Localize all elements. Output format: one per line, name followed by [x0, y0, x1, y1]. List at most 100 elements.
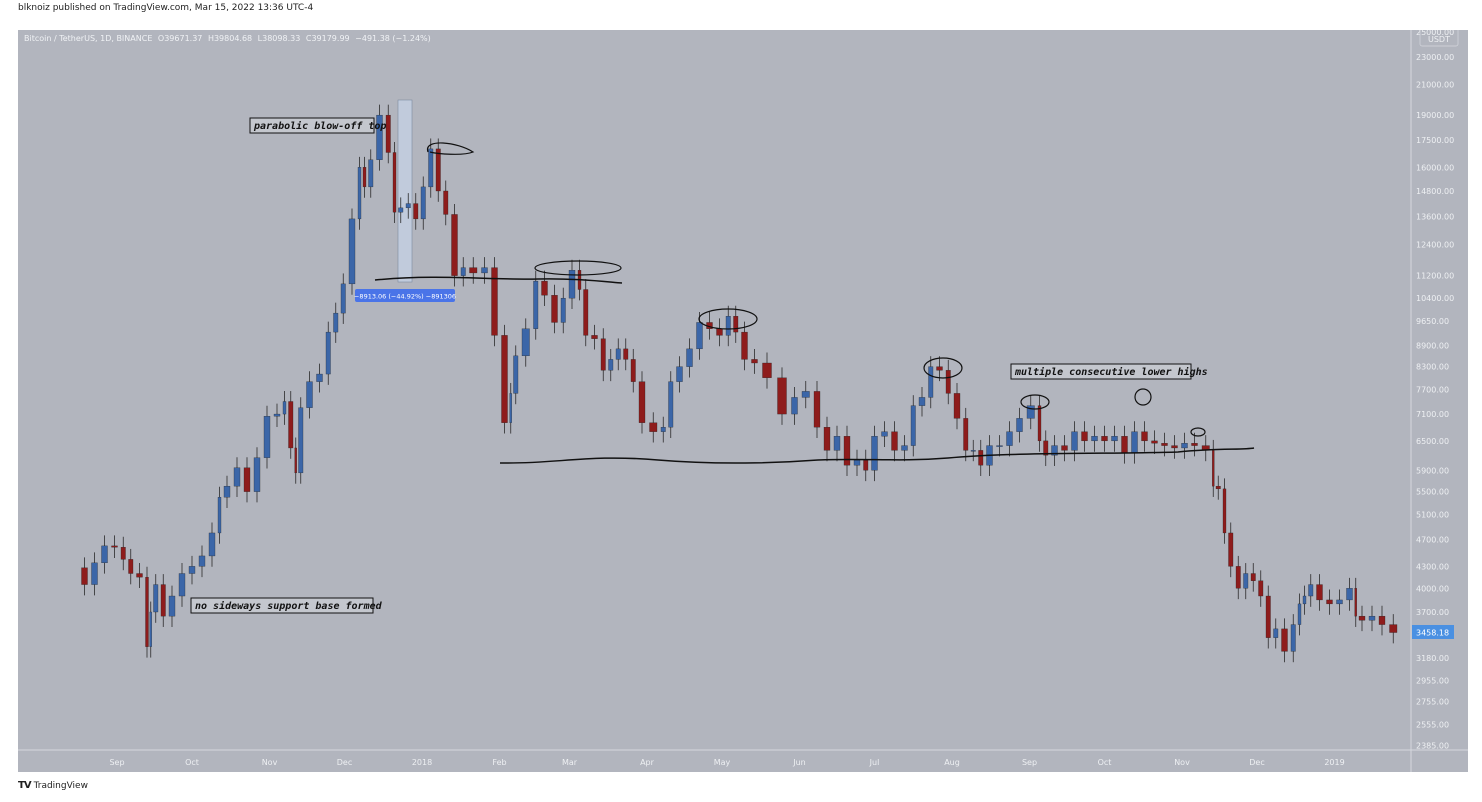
y-tick-label: 6500.00	[1416, 437, 1449, 446]
y-tick-label: 21000.00	[1416, 81, 1454, 90]
high-circle-drawing[interactable]	[1190, 427, 1206, 437]
y-tick-label: 17500.00	[1416, 136, 1454, 145]
tradingview-brand[interactable]: TV TradingView	[18, 780, 88, 791]
candle-body	[188, 566, 196, 574]
candle-body	[777, 377, 787, 415]
high-circle-drawing[interactable]	[923, 357, 963, 379]
y-tick-label: 7100.00	[1416, 410, 1449, 419]
high-value: H39804.68	[207, 34, 253, 43]
high-circle-drawing[interactable]	[534, 260, 622, 276]
candle-body	[513, 355, 519, 394]
candle-body	[223, 485, 231, 498]
candle-body	[696, 322, 703, 350]
candle-body	[600, 338, 606, 371]
y-tick-label: 13600.00	[1416, 213, 1454, 222]
candle-body	[1111, 436, 1118, 442]
x-tick-label: Sep	[109, 758, 124, 767]
support-line-drawing[interactable]	[499, 447, 1255, 464]
candle-body	[716, 328, 723, 336]
y-tick-label: 2555.00	[1416, 720, 1449, 729]
candle-body	[1389, 624, 1398, 633]
high-circle-drawing[interactable]	[1020, 394, 1050, 410]
candle-body	[481, 267, 488, 274]
candle-body	[1026, 405, 1035, 419]
candle-body	[615, 348, 621, 360]
candle-body	[1071, 431, 1078, 451]
candle-body	[945, 370, 951, 394]
candle-body	[1051, 445, 1058, 456]
candle-body	[1215, 485, 1221, 490]
candle-body	[1212, 450, 1215, 487]
candle-body	[153, 584, 159, 613]
measure-range[interactable]	[397, 99, 413, 283]
candle-body	[686, 348, 693, 367]
candle-body	[871, 436, 878, 471]
candle-body	[81, 567, 88, 585]
x-tick-label: Mar	[562, 758, 578, 767]
candle-body	[1016, 418, 1023, 432]
candle-body	[362, 167, 367, 188]
candle-body	[1354, 588, 1357, 617]
note-box[interactable]	[1010, 363, 1192, 380]
candle-body	[1250, 573, 1256, 581]
candle-body	[208, 532, 216, 557]
candle-body	[1121, 436, 1128, 453]
candle-body	[833, 436, 841, 451]
candle-body	[376, 114, 383, 160]
x-tick-label: Nov	[262, 758, 278, 767]
candle-body	[1316, 584, 1323, 601]
candle-body	[560, 297, 566, 323]
chart-area[interactable]: 25000.00 23000.00 21000.00 19000.00 17500.00…	[18, 30, 1468, 772]
candle-body	[149, 611, 152, 647]
note-box[interactable]	[190, 597, 374, 614]
candle-body	[1101, 436, 1108, 442]
chart-svg[interactable]: 25000.00 23000.00 21000.00 19000.00 17500.00…	[18, 30, 1468, 772]
measure-label	[355, 289, 455, 302]
candle-body	[1281, 628, 1288, 652]
candle-body	[1081, 431, 1088, 442]
x-tick-label: Oct	[1098, 758, 1112, 767]
candle-body	[1258, 580, 1264, 597]
candle-body	[1161, 443, 1168, 446]
note-blowoff: parabolic blow-off top	[253, 120, 386, 132]
candle-body	[348, 218, 356, 285]
candle-body	[791, 397, 798, 415]
candle-body	[1222, 488, 1227, 534]
candle-body	[583, 289, 589, 336]
candle-body	[751, 359, 758, 364]
high-circle-drawing[interactable]	[427, 142, 475, 155]
y-tick-label: 2755.00	[1416, 698, 1449, 707]
candle-body	[608, 359, 614, 371]
candle-body	[953, 393, 961, 419]
y-tick-label: 23000.00	[1416, 53, 1454, 62]
y-tick-label: 4300.00	[1416, 562, 1449, 571]
candle-body	[1297, 603, 1302, 625]
high-circle-drawing[interactable]	[698, 308, 758, 330]
candle-body	[1308, 584, 1314, 597]
candle-body	[813, 391, 821, 428]
resistance-line-drawing[interactable]	[374, 276, 623, 284]
candle-body	[160, 584, 166, 617]
candle-body	[1290, 624, 1296, 652]
candle-body	[243, 467, 251, 492]
candle-body	[145, 576, 149, 647]
y-tick-label: 9650.00	[1416, 317, 1449, 326]
y-tick-label: 8300.00	[1416, 363, 1449, 372]
note-box[interactable]	[249, 117, 375, 134]
candle-body	[1265, 595, 1271, 638]
candle-body	[294, 447, 297, 474]
candle-body	[128, 559, 134, 574]
candle-body	[1336, 599, 1343, 605]
symbol-name[interactable]: Bitcoin / TetherUS, 1D, BINANCE	[24, 34, 153, 43]
candle-body	[333, 312, 339, 333]
candle-body	[469, 267, 478, 274]
candle-body	[568, 270, 576, 299]
candle-body	[282, 401, 287, 415]
candle-body	[233, 467, 241, 487]
x-tick-label: May	[714, 758, 731, 767]
candle-body	[1091, 436, 1098, 442]
y-tick-label: 8900.00	[1416, 341, 1449, 350]
high-circle-drawing[interactable]	[1134, 388, 1152, 406]
candle-body	[306, 381, 313, 408]
change-value: −491.38 (−1.24%)	[355, 34, 431, 43]
